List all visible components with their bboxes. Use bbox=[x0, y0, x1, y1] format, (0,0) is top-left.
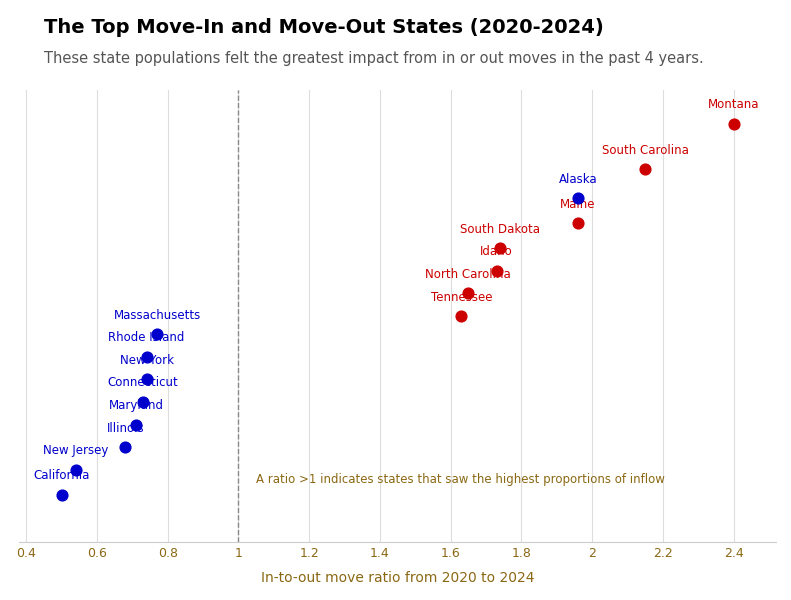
Text: Montana: Montana bbox=[708, 98, 759, 112]
Point bbox=[140, 374, 153, 384]
Text: New Jersey: New Jersey bbox=[43, 444, 108, 457]
Point bbox=[490, 266, 503, 275]
Text: Massachusetts: Massachusetts bbox=[113, 308, 201, 322]
Text: The Top Move-In and Move-Out States (2020-2024): The Top Move-In and Move-Out States (202… bbox=[44, 18, 604, 37]
Text: A ratio >1 indicates states that saw the highest proportions of inflow: A ratio >1 indicates states that saw the… bbox=[256, 473, 665, 485]
Point bbox=[137, 397, 149, 407]
Point bbox=[639, 164, 652, 174]
Point bbox=[462, 289, 475, 298]
Text: Maryland: Maryland bbox=[108, 399, 164, 412]
Text: South Dakota: South Dakota bbox=[460, 223, 540, 236]
Text: These state populations felt the greatest impact from in or out moves in the pas: These state populations felt the greates… bbox=[44, 51, 703, 66]
Point bbox=[55, 490, 68, 499]
Point bbox=[727, 119, 740, 129]
Point bbox=[130, 420, 142, 430]
Point bbox=[151, 329, 164, 339]
Point bbox=[70, 465, 82, 475]
X-axis label: In-to-out move ratio from 2020 to 2024: In-to-out move ratio from 2020 to 2024 bbox=[261, 571, 535, 585]
Point bbox=[455, 311, 467, 321]
Text: New York: New York bbox=[119, 354, 173, 367]
Text: Maine: Maine bbox=[560, 198, 596, 211]
Text: South Carolina: South Carolina bbox=[602, 143, 689, 157]
Point bbox=[494, 244, 506, 253]
Text: North Carolina: North Carolina bbox=[426, 268, 511, 281]
Point bbox=[140, 352, 153, 361]
Text: Connecticut: Connecticut bbox=[108, 376, 178, 389]
Text: Rhode Island: Rhode Island bbox=[108, 331, 185, 344]
Point bbox=[119, 442, 131, 452]
Text: Tennessee: Tennessee bbox=[430, 290, 492, 304]
Text: Illinois: Illinois bbox=[107, 422, 144, 434]
Point bbox=[572, 218, 585, 228]
Text: Alaska: Alaska bbox=[558, 173, 597, 186]
Text: Idaho: Idaho bbox=[480, 245, 513, 259]
Point bbox=[572, 194, 585, 203]
Text: California: California bbox=[33, 469, 90, 482]
